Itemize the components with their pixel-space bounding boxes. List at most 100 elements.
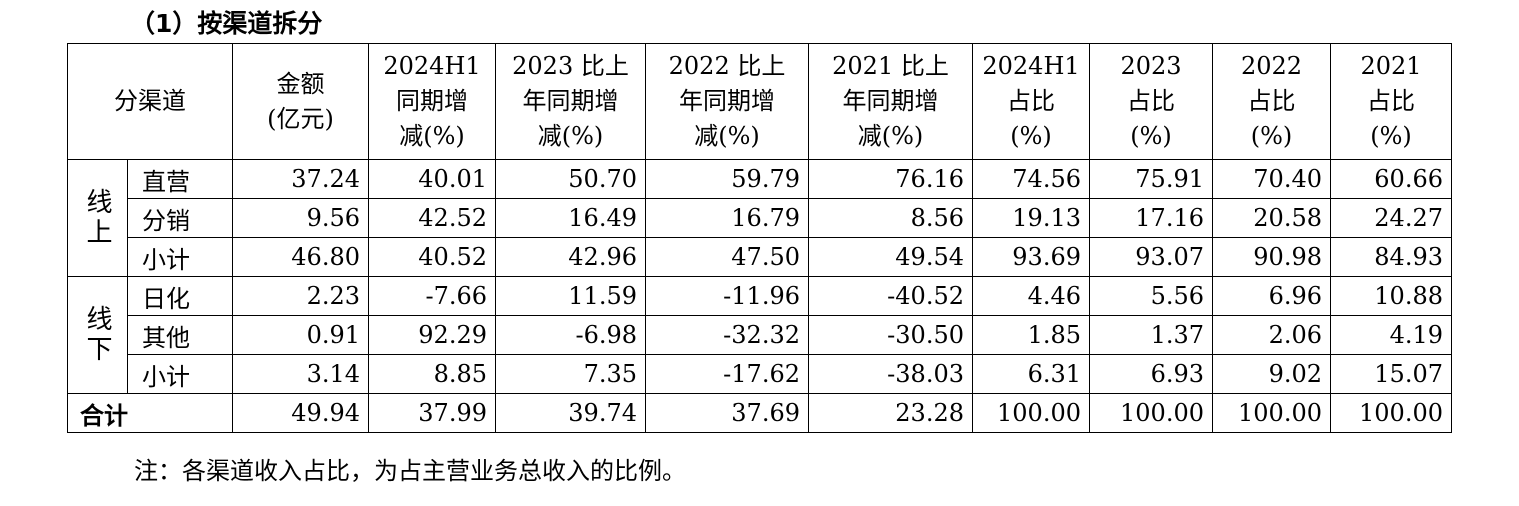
- header-line: 减(%): [857, 122, 924, 150]
- value-cell: 93.07: [1089, 237, 1213, 277]
- header-row: 分渠道 金额 (亿元) 2024H1 同期增 减(%) 2023 比上 年同期增 减(%) 202…: [67, 43, 1452, 160]
- value-cell: 37.24: [232, 159, 369, 199]
- header-line: 减(%): [537, 122, 604, 150]
- value-cell: 46.80: [232, 237, 369, 277]
- row-name: 日化: [127, 276, 233, 316]
- value-cell: 9.56: [232, 198, 369, 238]
- value-cell: 9.02: [1212, 354, 1331, 394]
- value-cell: 76.16: [808, 159, 973, 199]
- value-cell: -40.52: [808, 276, 973, 316]
- header-line: 2022 比上: [668, 52, 786, 80]
- value-cell: 10.88: [1330, 276, 1452, 316]
- value-cell: 49.54: [808, 237, 973, 277]
- value-cell: 6.31: [972, 354, 1090, 394]
- header-line: 减(%): [694, 122, 760, 150]
- table-body: 线上 直营 37.24 40.01 50.70 59.79 76.16 74.56 75.91 7…: [67, 159, 1452, 433]
- row-name: 其他: [127, 315, 233, 355]
- value-cell: 8.85: [368, 354, 496, 394]
- header-cell: 金额 (亿元): [232, 43, 369, 160]
- row-name: 小计: [127, 237, 233, 277]
- section-heading: （1）按渠道拆分: [130, 9, 323, 38]
- header-line: 年同期增: [842, 87, 939, 115]
- header-line: 年同期增: [522, 87, 619, 115]
- value-cell: 19.13: [972, 198, 1090, 238]
- value-cell: 17.16: [1089, 198, 1213, 238]
- value-cell: 23.28: [808, 393, 973, 433]
- data-row: 线上 直营 37.24 40.01 50.70 59.79 76.16 74.56 75.91 7…: [67, 159, 1452, 277]
- group-label: 线上: [67, 159, 128, 277]
- value-cell: 75.91: [1089, 159, 1213, 199]
- header-line: (亿元): [267, 104, 334, 133]
- value-cell: 6.96: [1212, 276, 1331, 316]
- header-line: (%): [1370, 122, 1412, 150]
- header-cell: 2024H1 占比 (%): [972, 43, 1090, 160]
- header-line: 2021: [1360, 52, 1422, 80]
- channel-table: 分渠道 金额 (亿元) 2024H1 同期增 减(%) 2023 比上 年同期增 减(%) 202…: [67, 43, 1452, 433]
- value-cell: 74.56: [972, 159, 1090, 199]
- value-cell: 60.66: [1330, 159, 1452, 199]
- data-row: 小计 46.80 40.52 42.96 47.50 49.54 93.69 93.07 90.…: [68, 237, 1452, 277]
- header-line: 2021 比上: [832, 52, 949, 80]
- header-cell: 2022 比上 年同期增 减(%): [645, 43, 809, 160]
- header-line: 占比: [1367, 87, 1415, 115]
- value-cell: 49.94: [232, 393, 369, 433]
- value-cell: 4.46: [972, 276, 1090, 316]
- header-cell: 分渠道: [67, 43, 233, 160]
- value-cell: 1.85: [972, 315, 1090, 355]
- value-cell: 59.79: [645, 159, 809, 199]
- table-header: 分渠道 金额 (亿元) 2024H1 同期增 减(%) 2023 比上 年同期增 减(%) 202…: [67, 43, 1452, 160]
- row-name: 小计: [127, 354, 233, 394]
- value-cell: 5.56: [1089, 276, 1213, 316]
- value-cell: 2.06: [1212, 315, 1331, 355]
- value-cell: 11.59: [495, 276, 646, 316]
- value-cell: 42.96: [495, 237, 646, 277]
- header-line: 2024H1: [982, 52, 1080, 80]
- value-cell: 42.52: [368, 198, 496, 238]
- header-cell: 2021 占比 (%): [1330, 43, 1452, 160]
- value-cell: 50.70: [495, 159, 646, 199]
- header-line: 2024H1: [383, 52, 481, 80]
- value-cell: -30.50: [808, 315, 973, 355]
- value-cell: 100.00: [1089, 393, 1213, 433]
- header-line: 分渠道: [114, 87, 186, 115]
- value-cell: 0.91: [232, 315, 369, 355]
- header-line: 金额: [276, 69, 325, 98]
- value-cell: 37.69: [645, 393, 809, 433]
- value-cell: 100.00: [972, 393, 1090, 433]
- value-cell: 1.37: [1089, 315, 1213, 355]
- data-row: 线下 日化 2.23 -7.66 11.59 -11.96 -40.52 4.46 5.56 6.…: [67, 276, 1452, 394]
- row-name: 直营: [127, 159, 233, 199]
- header-cell: 2021 比上 年同期增减(%): [808, 43, 973, 160]
- total-row: 合计 49.94 37.99 39.74 37.69 23.28 100.00 100.00 1…: [67, 393, 1452, 433]
- header-line: 占比: [1247, 87, 1296, 115]
- value-cell: 6.93: [1089, 354, 1213, 394]
- value-cell: 39.74: [495, 393, 646, 433]
- value-cell: 84.93: [1330, 237, 1452, 277]
- total-label: 合计: [67, 393, 233, 433]
- footnote: 注：各渠道收入占比，为占主营业务总收入的比例。: [134, 457, 686, 485]
- value-cell: 8.56: [808, 198, 973, 238]
- data-row: 小计 3.14 8.85 7.35 -17.62 -38.03 6.31 6.93 9.02 15…: [68, 354, 1452, 394]
- value-cell: 16.49: [495, 198, 646, 238]
- value-cell: -17.62: [645, 354, 809, 394]
- header-line: 2022: [1240, 52, 1303, 80]
- header-line: 2023: [1120, 52, 1182, 80]
- value-cell: -7.66: [368, 276, 496, 316]
- header-line: 同期增: [396, 87, 468, 115]
- value-cell: -32.32: [645, 315, 809, 355]
- value-cell: 100.00: [1212, 393, 1331, 433]
- value-cell: 24.27: [1330, 198, 1452, 238]
- header-line: 减(%): [399, 122, 465, 150]
- value-cell: 93.69: [972, 237, 1090, 277]
- data-row: 其他 0.91 92.29 -6.98 -32.32 -30.50 1.85 1.37 2.06…: [68, 315, 1452, 355]
- header-line: (%): [1010, 122, 1052, 150]
- value-cell: 70.40: [1212, 159, 1331, 199]
- value-cell: 40.52: [368, 237, 496, 277]
- header-line: 占比: [1007, 87, 1055, 115]
- data-row: 分销 9.56 42.52 16.49 16.79 8.56 19.13 17.16 20.58…: [68, 198, 1452, 238]
- value-cell: -38.03: [808, 354, 973, 394]
- header-cell: 2023 占比 (%): [1089, 43, 1213, 160]
- header-line: (%): [1250, 122, 1293, 150]
- value-cell: 100.00: [1330, 393, 1452, 433]
